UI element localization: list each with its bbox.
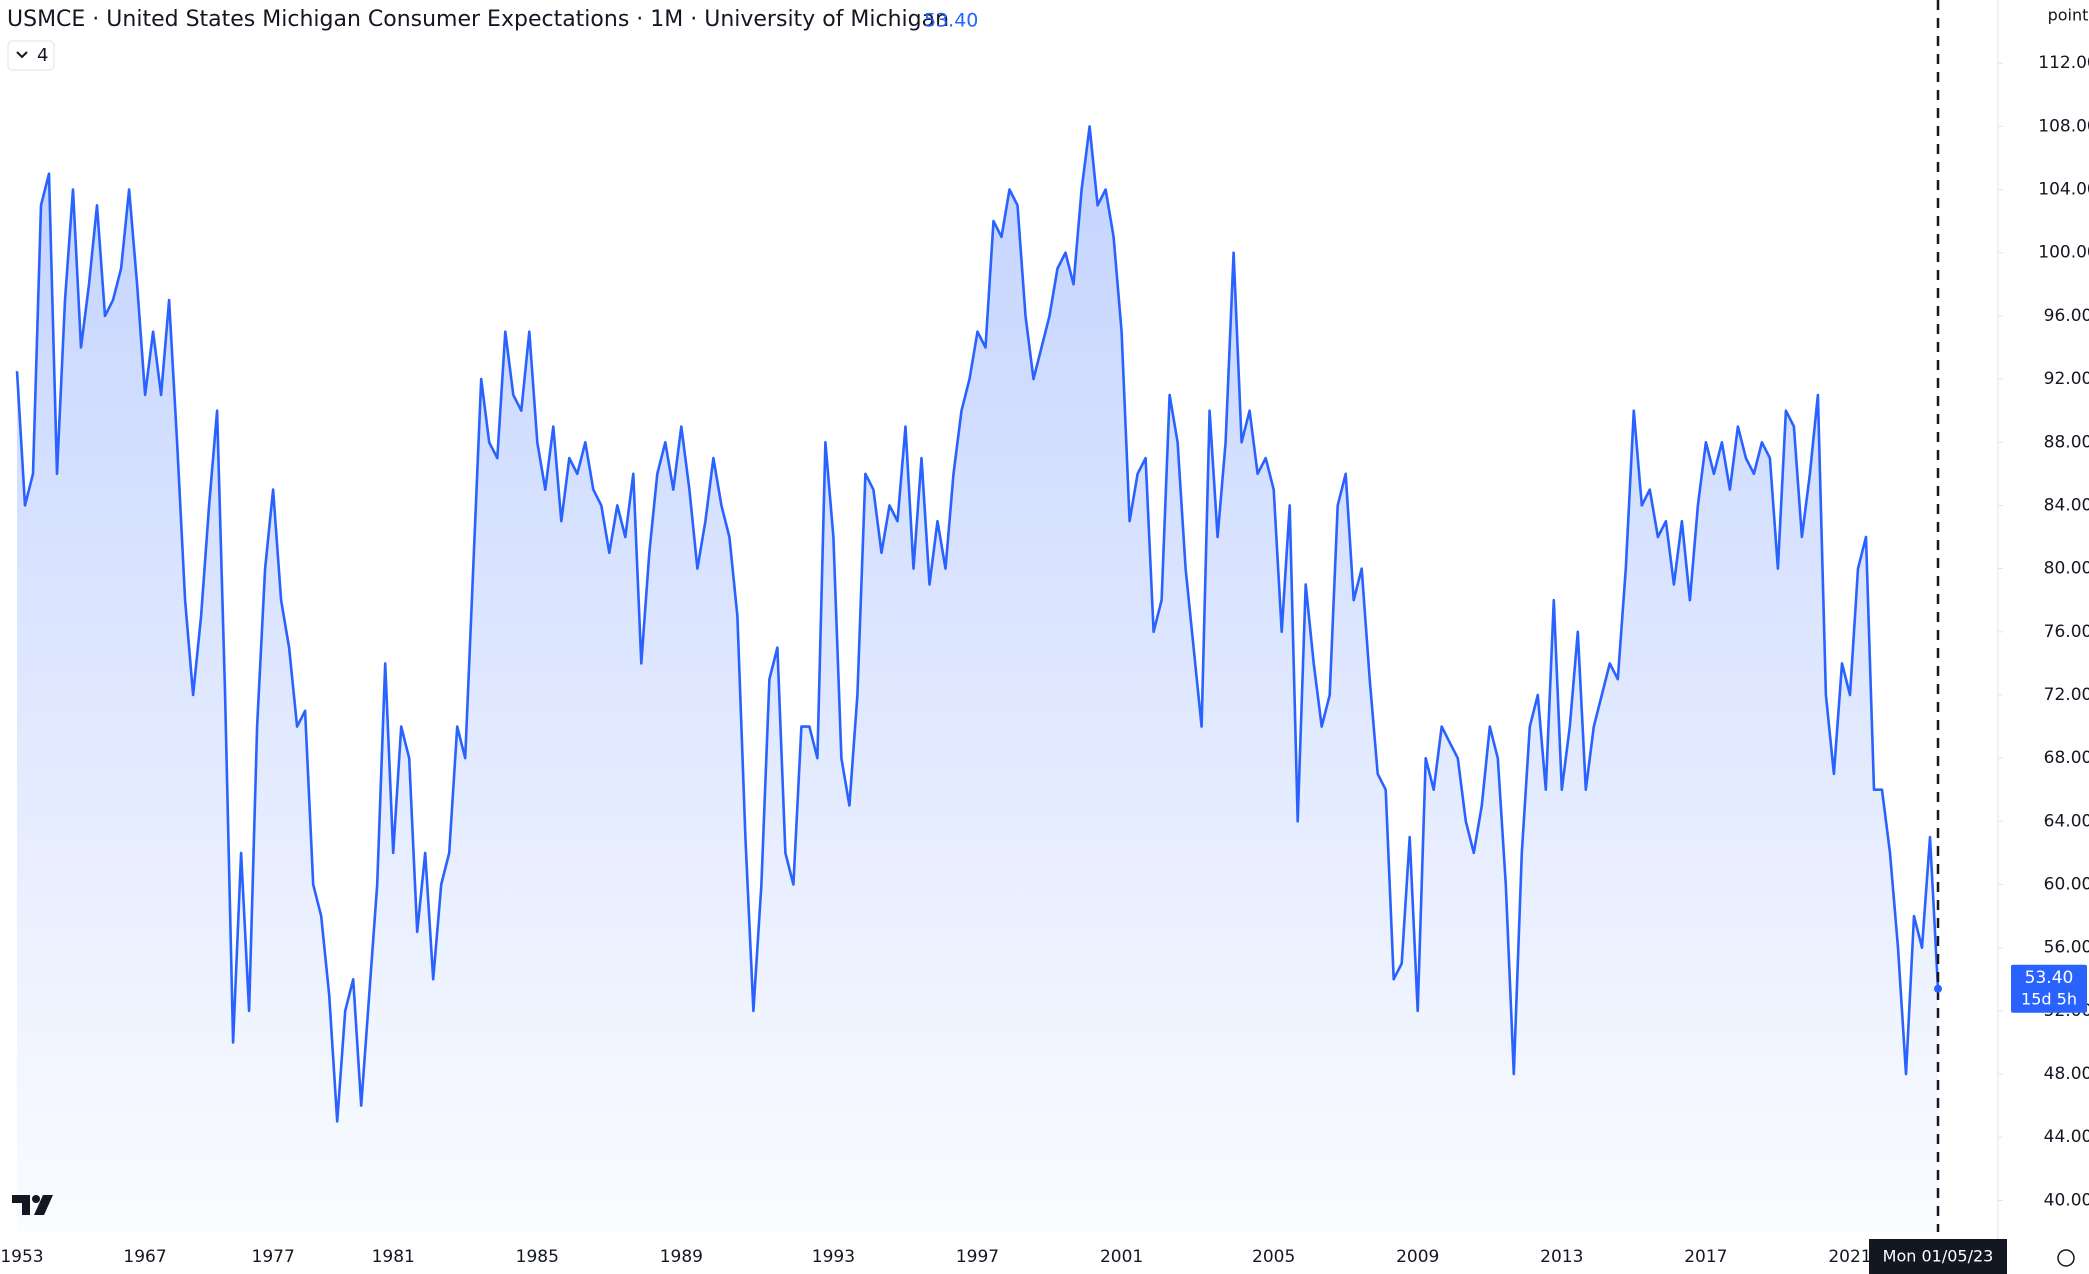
- y-tick-label: 88.00: [2044, 432, 2089, 452]
- chevron-icon: [16, 51, 28, 59]
- y-tick-label: 48.00: [2044, 1064, 2089, 1084]
- y-tick-label: 56.00: [2044, 938, 2089, 958]
- y-tick-label: 84.00: [2044, 495, 2089, 515]
- crosshair-date-box: [1869, 1239, 2007, 1274]
- last-value: 53.40: [924, 10, 978, 32]
- x-tick-label: 2005: [1252, 1247, 1295, 1267]
- x-tick-label: 1997: [956, 1247, 999, 1267]
- settings-icon[interactable]: [2057, 1249, 2075, 1267]
- y-tick-label: 80.00: [2044, 559, 2089, 579]
- y-tick-label: 100.00: [2038, 243, 2089, 263]
- y-tick-label: 60.00: [2044, 875, 2089, 895]
- tv-logo: [12, 1195, 53, 1215]
- x-tick-label: 2001: [1100, 1247, 1143, 1267]
- badge-count: 4: [37, 45, 48, 66]
- x-tick-label: 1967: [123, 1247, 166, 1267]
- indicator-badge[interactable]: [7, 40, 55, 71]
- y-tick-label: 92.00: [2044, 369, 2089, 389]
- crosshair-date: Mon 01/05/23: [1883, 1247, 1994, 1266]
- y-tick-label: 112.00: [2038, 53, 2089, 73]
- x-tick-label: 2013: [1540, 1247, 1583, 1267]
- y-tick-label: 68.00: [2044, 748, 2089, 768]
- y-tick-label: 40.00: [2044, 1190, 2089, 1210]
- y-tick-label: 104.00: [2038, 180, 2089, 200]
- y-tick-label: 76.00: [2044, 622, 2089, 642]
- price-tag-countdown: 15d 5h: [2021, 989, 2077, 1008]
- price-tag-value: 53.40: [2025, 968, 2074, 988]
- x-tick-label: 2009: [1396, 1247, 1439, 1267]
- y-tick-label: 72.00: [2044, 685, 2089, 705]
- x-tick-label: 1989: [660, 1247, 703, 1267]
- y-unit: point: [2048, 6, 2089, 25]
- last-point: [1934, 984, 1942, 993]
- line: [15, 125, 1940, 1123]
- x-tick-label: 1981: [372, 1247, 415, 1267]
- x-tick-label: 2021: [1828, 1247, 1871, 1267]
- plot-area: [15, 125, 1940, 1232]
- x-tick-label: 2017: [1684, 1247, 1727, 1267]
- price-tag: [2011, 964, 2087, 1013]
- x-tick-label: 1977: [252, 1247, 295, 1267]
- x-tick-label: 1985: [516, 1247, 559, 1267]
- chart-title: USMCE · United States Michigan Consumer …: [7, 7, 949, 32]
- x-tick-label: 1993: [812, 1247, 855, 1267]
- y-tick-label: 108.00: [2038, 116, 2089, 136]
- y-tick-label: 44.00: [2044, 1127, 2089, 1147]
- y-tick-label: 64.00: [2044, 811, 2089, 831]
- x-tick-label: 1953: [0, 1247, 43, 1267]
- area-fill: [17, 126, 1938, 1232]
- y-tick-label: 96.00: [2044, 306, 2089, 326]
